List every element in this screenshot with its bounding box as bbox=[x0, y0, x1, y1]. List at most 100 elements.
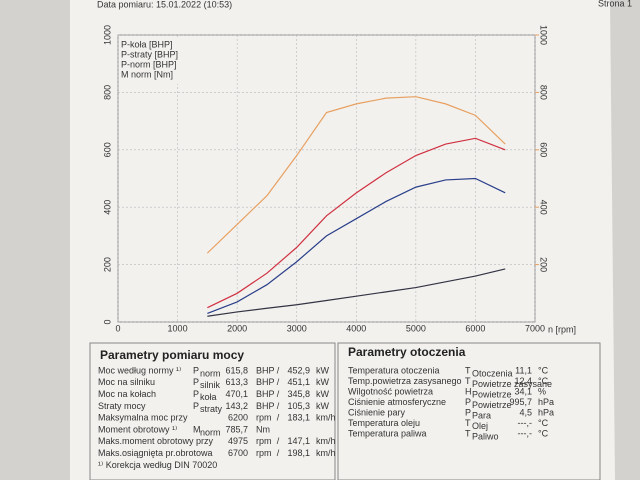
date: Data pomiaru: 15.01.2022 (10:53) bbox=[97, 0, 232, 9]
y-tick-label: 400 bbox=[102, 200, 112, 215]
y-tick-label: 1000 bbox=[102, 25, 112, 45]
row-cell: 613,3 bbox=[225, 377, 248, 387]
row-symbol-sub: koła bbox=[200, 392, 217, 402]
row-cell: 345,8 bbox=[287, 389, 310, 399]
row-cell: / bbox=[277, 389, 280, 399]
y-tick-label: 0 bbox=[102, 319, 112, 324]
row-cell: % bbox=[538, 386, 546, 396]
row-symbol: P bbox=[193, 389, 199, 399]
y-tick-label: 600 bbox=[102, 142, 112, 157]
row-cell: °C bbox=[538, 418, 549, 428]
row-cell: 183,1 bbox=[287, 413, 310, 423]
row-cell: BHP bbox=[256, 365, 275, 375]
row-symbol-sub: silnik bbox=[200, 380, 221, 390]
row-label: Temp.powietrza zasysanego bbox=[348, 376, 462, 386]
y2-tick-label: 600 bbox=[539, 142, 549, 157]
row-label: Temperatura otoczenia bbox=[348, 365, 440, 375]
row-cell: 451,1 bbox=[287, 377, 310, 387]
row-label: Moc na silniku bbox=[98, 377, 155, 387]
row-cell: 34,1 bbox=[514, 386, 532, 396]
row-cell: 4975 bbox=[228, 436, 248, 446]
row-symbol: P bbox=[193, 365, 199, 375]
row-symbol-sub: Olej bbox=[472, 421, 488, 431]
row-cell: / bbox=[277, 401, 280, 411]
row-cell: 6700 bbox=[228, 448, 248, 458]
row-label: Ciśnienie atmosferyczne bbox=[348, 397, 446, 407]
legend-entry: P-straty [BHP] bbox=[121, 49, 178, 59]
row-symbol: P bbox=[193, 377, 199, 387]
row-symbol-sub: Paliwo bbox=[472, 431, 499, 441]
legend-entry: P-norm [BHP] bbox=[121, 59, 177, 69]
row-cell: 143,2 bbox=[225, 401, 248, 411]
row-cell: 6200 bbox=[228, 413, 248, 423]
y2-tick-label: 800 bbox=[539, 85, 549, 100]
row-cell: km/h bbox=[316, 448, 336, 458]
row-cell: hPa bbox=[538, 397, 554, 407]
row-label: Maksymalna moc przy bbox=[98, 413, 188, 423]
row-symbol-sub: Otoczenia bbox=[472, 368, 513, 378]
row-cell: BHP bbox=[256, 401, 275, 411]
row-cell: kW bbox=[316, 401, 330, 411]
row-cell: 11,1 bbox=[515, 365, 532, 375]
row-label: Temperatura oleju bbox=[348, 418, 420, 428]
row-symbol-sub: norm bbox=[200, 427, 221, 437]
row-cell: ---,- bbox=[518, 428, 533, 438]
row-cell: 105,3 bbox=[287, 401, 310, 411]
row-cell: / bbox=[277, 436, 280, 446]
row-label: Moment obrotowy ¹⁾ bbox=[98, 424, 177, 434]
row-symbol: P bbox=[193, 401, 199, 411]
row-cell: km/h bbox=[316, 413, 336, 423]
x-tick-label: 7000 bbox=[525, 323, 545, 333]
row-cell: 995,7 bbox=[509, 397, 532, 407]
row-cell: / bbox=[277, 365, 280, 375]
row-symbol-sub: Powietrze bbox=[472, 400, 512, 410]
row-label: Maks.osiągnięta pr.obrotowa bbox=[98, 448, 213, 458]
row-cell: 147,1 bbox=[287, 436, 310, 446]
row-symbol-sub: straty bbox=[200, 404, 223, 414]
series-line bbox=[206, 96, 506, 254]
page-number: Strona 1 bbox=[598, 0, 632, 8]
y2-tick-label: 400 bbox=[539, 200, 549, 215]
row-label: Ciśnienie pary bbox=[348, 407, 406, 417]
row-cell: BHP bbox=[256, 377, 275, 387]
row-cell: / bbox=[277, 377, 280, 387]
x-tick-label: 4000 bbox=[346, 323, 366, 333]
row-symbol: T bbox=[465, 365, 471, 375]
row-symbol-sub: Para bbox=[472, 410, 491, 420]
row-label: ¹⁾ Korekcja według DIN 70020 bbox=[98, 460, 217, 470]
row-symbol-sub: norm bbox=[200, 368, 221, 378]
x-tick-label: 0 bbox=[115, 323, 120, 333]
row-label: Maks.moment obrotowy przy bbox=[98, 436, 214, 446]
row-label: Moc według normy ¹⁾ bbox=[98, 365, 181, 375]
row-cell: 4,5 bbox=[519, 407, 532, 417]
row-label: Moc na kołach bbox=[98, 389, 156, 399]
row-cell: 470,1 bbox=[225, 389, 248, 399]
y2-tick-label: 1000 bbox=[539, 25, 549, 45]
row-cell: 615,8 bbox=[225, 365, 248, 375]
legend-entry: P-koła [BHP] bbox=[121, 39, 173, 49]
x-tick-label: 3000 bbox=[287, 323, 307, 333]
y-tick-label: 800 bbox=[102, 85, 112, 100]
legend-box bbox=[120, 38, 178, 84]
row-symbol: M bbox=[193, 424, 201, 434]
paper bbox=[70, 0, 615, 480]
x-tick-label: 1000 bbox=[168, 323, 188, 333]
row-cell: Nm bbox=[256, 424, 270, 434]
row-symbol: T bbox=[465, 376, 471, 386]
row-label: Temperatura paliwa bbox=[348, 428, 427, 438]
row-cell: rpm bbox=[256, 448, 272, 458]
row-cell: / bbox=[277, 413, 280, 423]
row-symbol: T bbox=[465, 418, 471, 428]
x-tick-label: 6000 bbox=[465, 323, 485, 333]
row-cell: BHP bbox=[256, 389, 275, 399]
section-title: Parametry pomiaru mocy bbox=[100, 348, 244, 362]
row-cell: °C bbox=[538, 428, 549, 438]
row-symbol: T bbox=[465, 428, 471, 438]
series-line bbox=[207, 268, 506, 317]
legend-entry: M norm [Nm] bbox=[121, 69, 173, 79]
row-cell: °C bbox=[538, 365, 549, 375]
y2-tick-label: 200 bbox=[539, 257, 549, 272]
row-symbol: P bbox=[465, 407, 471, 417]
series-line bbox=[207, 137, 506, 309]
